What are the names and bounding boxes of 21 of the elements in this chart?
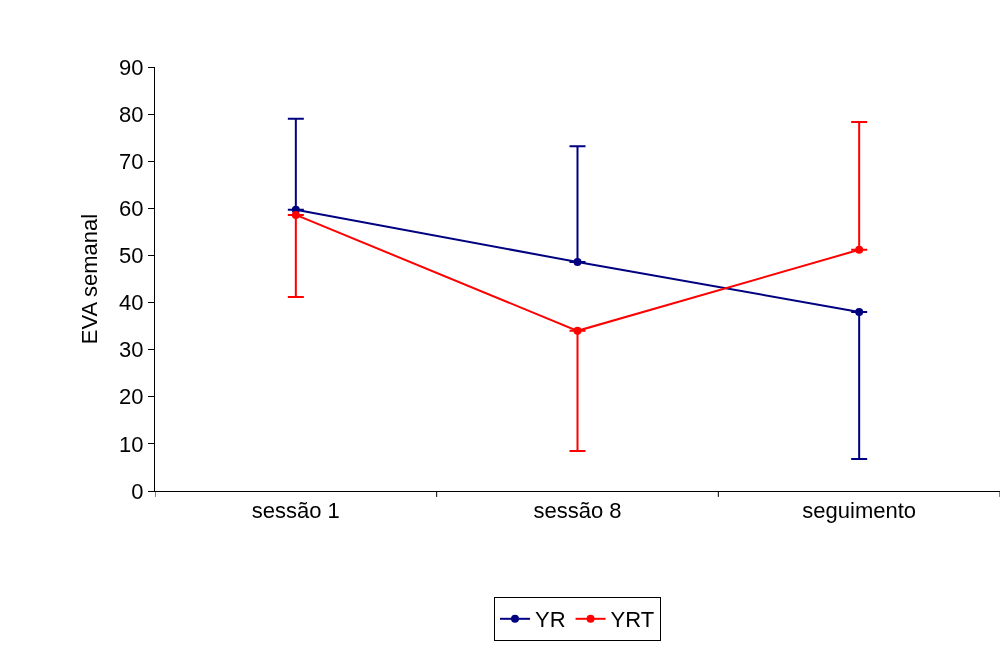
y-tick-label: 40 [119,290,144,316]
y-tick-label: 50 [119,243,144,269]
point [573,258,582,267]
x-tick-label: seguimento [802,498,917,524]
x-tick-label: sessão 8 [533,498,622,524]
y-tick-label: 90 [119,54,144,80]
x-tick-label: sessão 1 [251,498,340,524]
point [855,245,864,254]
y-tick-label: 0 [131,478,144,504]
point [855,307,864,316]
point [573,326,582,335]
y-tick-label: 10 [119,431,144,457]
y-axis-title: EVA semanal [76,213,102,345]
y-tick-label: 60 [119,196,144,222]
y-tick-label: 20 [119,384,144,410]
y-tick-label: 80 [119,101,144,127]
y-tick-label: 30 [119,337,144,363]
point [291,210,300,219]
y-tick-label: 70 [119,148,144,174]
legend-label: YRT [610,607,655,633]
legend-label: YR [535,607,566,633]
